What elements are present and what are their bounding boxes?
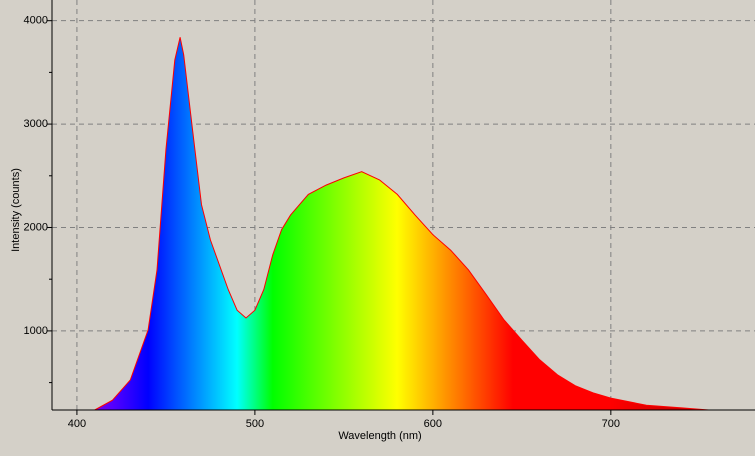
y-tick-label: 2000 [24,221,48,233]
x-tick-label: 600 [424,418,442,430]
y-tick-label: 1000 [24,325,48,337]
x-tick-label: 700 [602,418,620,430]
y-axis-label: Intensity (counts) [10,168,22,252]
x-axis-label: Wavelength (nm) [338,430,421,442]
area-fill [94,37,709,410]
plot [94,37,709,411]
axes: 1000 2000 3000 4000 400 500 600 700 [24,0,755,430]
line [94,37,709,411]
y-tick-label: 4000 [24,15,48,27]
x-tick-label: 500 [246,418,264,430]
y-tick-label: 3000 [24,118,48,130]
x-tick-label: 400 [68,418,86,430]
